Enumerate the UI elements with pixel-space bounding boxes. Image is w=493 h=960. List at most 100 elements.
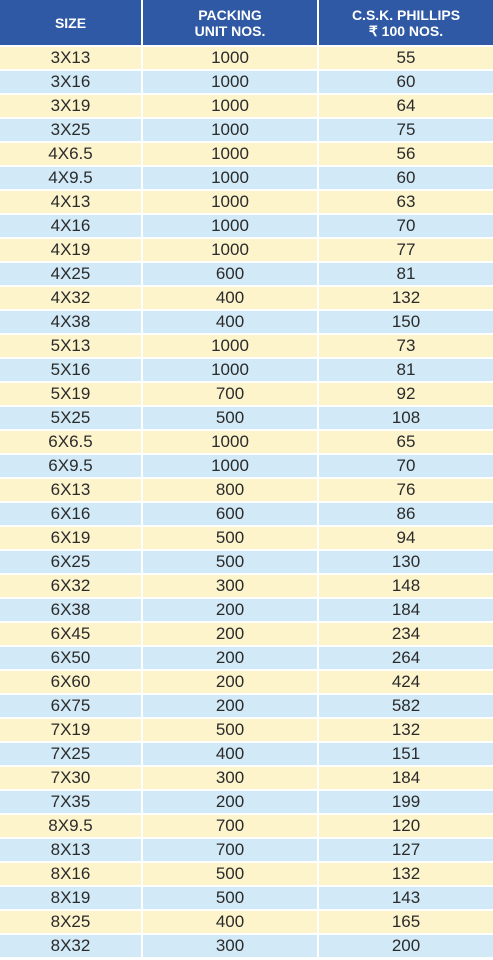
price-cell: 130: [318, 550, 493, 575]
header-row: SIZE PACKING UNIT NOS. C.S.K. PHILLIPS ₹…: [0, 0, 493, 47]
size-cell: 3X16: [0, 70, 143, 95]
table-row: 3X13 1000 55: [0, 46, 493, 71]
packing-cell: 300: [142, 934, 319, 959]
price-cell: 108: [318, 406, 493, 431]
packing-cell: 300: [142, 574, 319, 599]
size-cell: 8X16: [0, 862, 143, 887]
price-cell: 70: [318, 214, 493, 239]
size-cell: 7X35: [0, 790, 143, 815]
price-cell: 132: [318, 286, 493, 311]
price-cell: 184: [318, 766, 493, 791]
size-cell: 6X75: [0, 694, 143, 719]
size-cell: 6X16: [0, 502, 143, 527]
table-row: 6X16 600 86: [0, 502, 493, 527]
table-row: 6X19 500 94: [0, 526, 493, 551]
packing-header-line2: UNIT NOS.: [194, 22, 266, 39]
packing-cell: 1000: [142, 334, 319, 359]
table-row: 7X19 500 132: [0, 718, 493, 743]
price-cell: 92: [318, 382, 493, 407]
size-cell: 5X19: [0, 382, 143, 407]
packing-cell: 400: [142, 910, 319, 935]
price-cell: 75: [318, 118, 493, 143]
price-cell: 76: [318, 478, 493, 503]
table-header: SIZE PACKING UNIT NOS. C.S.K. PHILLIPS ₹…: [0, 0, 493, 47]
price-cell: 184: [318, 598, 493, 623]
table-row: 8X13 700 127: [0, 838, 493, 863]
table-row: 6X6.5 1000 65: [0, 430, 493, 455]
table-row: 7X30 300 184: [0, 766, 493, 791]
packing-cell: 500: [142, 718, 319, 743]
price-cell: 81: [318, 262, 493, 287]
packing-header-line1: PACKING: [198, 6, 262, 23]
packing-cell: 700: [142, 838, 319, 863]
table-body: 3X13 1000 55 3X16 1000 60 3X19 1000 64 3X25 1000 75…: [0, 46, 493, 959]
size-cell: 7X25: [0, 742, 143, 767]
table-row: 6X75 200 582: [0, 694, 493, 719]
table-row: 7X35 200 199: [0, 790, 493, 815]
packing-cell: 1000: [142, 70, 319, 95]
size-cell: 4X6.5: [0, 142, 143, 167]
size-cell: 3X25: [0, 118, 143, 143]
price-cell: 60: [318, 166, 493, 191]
price-cell: 94: [318, 526, 493, 551]
table-row: 4X38 400 150: [0, 310, 493, 335]
size-column-header: SIZE: [0, 0, 143, 47]
packing-cell: 700: [142, 382, 319, 407]
size-cell: 4X38: [0, 310, 143, 335]
table-row: 8X19 500 143: [0, 886, 493, 911]
size-cell: 8X9.5: [0, 814, 143, 839]
packing-cell: 1000: [142, 46, 319, 71]
size-cell: 6X25: [0, 550, 143, 575]
price-cell: 77: [318, 238, 493, 263]
price-cell: 199: [318, 790, 493, 815]
price-cell: 65: [318, 430, 493, 455]
packing-cell: 800: [142, 478, 319, 503]
price-cell: 143: [318, 886, 493, 911]
size-cell: 4X25: [0, 262, 143, 287]
size-cell: 7X30: [0, 766, 143, 791]
size-cell: 8X13: [0, 838, 143, 863]
price-cell: 148: [318, 574, 493, 599]
packing-cell: 500: [142, 526, 319, 551]
size-cell: 3X13: [0, 46, 143, 71]
size-cell: 8X32: [0, 934, 143, 959]
packing-cell: 200: [142, 670, 319, 695]
size-cell: 6X60: [0, 670, 143, 695]
table-row: 6X13 800 76: [0, 478, 493, 503]
size-cell: 6X13: [0, 478, 143, 503]
packing-cell: 1000: [142, 94, 319, 119]
packing-cell: 400: [142, 310, 319, 335]
price-cell: 81: [318, 358, 493, 383]
table-row: 6X38 200 184: [0, 598, 493, 623]
table-row: 6X32 300 148: [0, 574, 493, 599]
packing-cell: 1000: [142, 214, 319, 239]
packing-cell: 600: [142, 502, 319, 527]
table-row: 5X25 500 108: [0, 406, 493, 431]
packing-cell: 1000: [142, 358, 319, 383]
packing-cell: 1000: [142, 166, 319, 191]
size-cell: 6X19: [0, 526, 143, 551]
price-cell: 60: [318, 70, 493, 95]
packing-cell: 1000: [142, 118, 319, 143]
packing-column-header: PACKING UNIT NOS.: [142, 0, 319, 47]
packing-cell: 500: [142, 862, 319, 887]
size-cell: 4X13: [0, 190, 143, 215]
table-row: 6X25 500 130: [0, 550, 493, 575]
price-cell: 64: [318, 94, 493, 119]
price-cell: 56: [318, 142, 493, 167]
table-row: 8X25 400 165: [0, 910, 493, 935]
price-column-header: C.S.K. PHILLIPS ₹ 100 NOS.: [318, 0, 493, 47]
size-cell: 7X19: [0, 718, 143, 743]
packing-cell: 500: [142, 886, 319, 911]
size-cell: 8X25: [0, 910, 143, 935]
size-cell: 4X16: [0, 214, 143, 239]
size-cell: 6X50: [0, 646, 143, 671]
table-row: 8X32 300 200: [0, 934, 493, 959]
table-row: 8X16 500 132: [0, 862, 493, 887]
table-row: 6X9.5 1000 70: [0, 454, 493, 479]
price-header-line2: ₹ 100 NOS.: [368, 22, 444, 39]
packing-cell: 200: [142, 646, 319, 671]
table-row: 7X25 400 151: [0, 742, 493, 767]
price-cell: 86: [318, 502, 493, 527]
price-cell: 150: [318, 310, 493, 335]
